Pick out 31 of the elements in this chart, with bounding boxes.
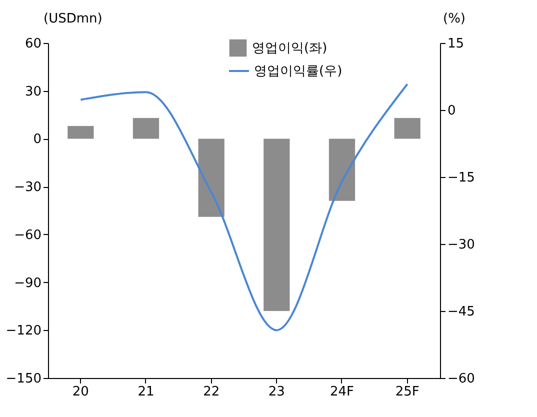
- y2-tick-label: 0: [448, 104, 456, 118]
- bar: [394, 118, 420, 139]
- x-tick-label: 20: [72, 384, 89, 400]
- legend-label: 영업이익률(우): [254, 64, 342, 79]
- y2-tick-label: −45: [448, 304, 475, 320]
- y2-tick-label: −60: [448, 372, 475, 386]
- bar: [264, 138, 290, 311]
- x-tick-label: 23: [268, 384, 285, 400]
- y-axis-title: (USDmn): [44, 12, 102, 26]
- y2-tick-label: 15: [448, 36, 464, 52]
- x-tick-label: 24F: [330, 384, 354, 400]
- bar: [198, 138, 224, 217]
- x-tick-label: 25F: [395, 384, 420, 400]
- x-tick-label: 22: [203, 384, 220, 400]
- x-tick-label: 21: [138, 384, 154, 400]
- bar: [328, 138, 356, 201]
- y-tick-label: −30: [14, 180, 42, 196]
- legend-label: 영업이익(좌): [252, 41, 328, 56]
- y2-tick-label: −15: [448, 170, 475, 186]
- y2-tick-label: −30: [448, 238, 475, 252]
- bar: [68, 126, 94, 139]
- y-tick-label: −60: [14, 228, 42, 243]
- y-tick-label: −120: [6, 324, 42, 339]
- y-tick-label: 30: [24, 84, 42, 100]
- line-series: [80, 83, 408, 332]
- y2-axis-title: (%): [443, 12, 466, 26]
- y-tick-label: 0: [33, 132, 42, 148]
- y-tick-label: −90: [14, 276, 42, 291]
- y-tick-label: −150: [6, 372, 42, 386]
- y-tick-label: 60: [24, 36, 42, 52]
- bar: [132, 118, 160, 139]
